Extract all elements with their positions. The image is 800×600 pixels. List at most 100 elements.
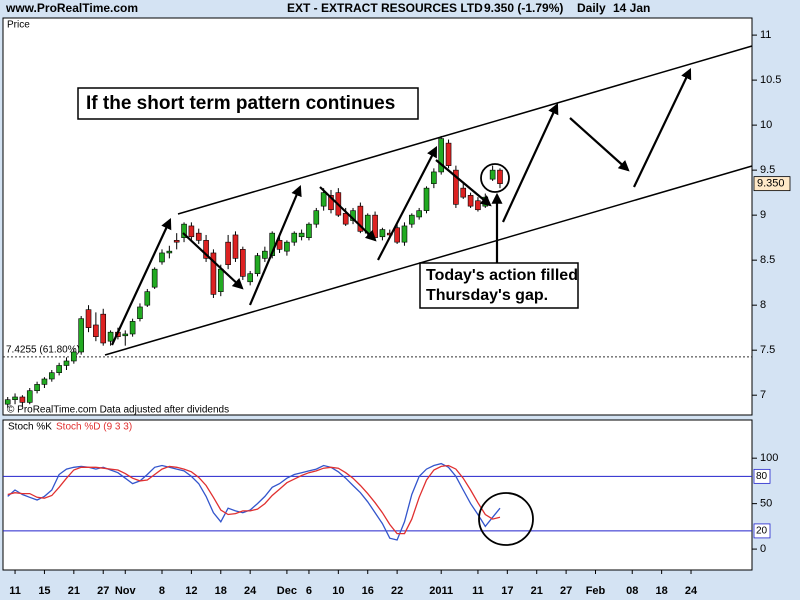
candle-body	[225, 241, 231, 265]
candle-body	[188, 225, 195, 238]
level-label: 80	[756, 471, 768, 482]
x-tick-label: Nov	[115, 585, 137, 597]
x-tick-label: Dec	[277, 585, 297, 597]
candle-body	[416, 210, 422, 218]
candle-body	[276, 240, 283, 250]
last-price-label: 9.350	[757, 178, 785, 190]
candle-body	[247, 273, 253, 283]
x-tick-label: 24	[244, 585, 257, 597]
candle-body	[401, 225, 408, 243]
candle-body	[203, 240, 209, 259]
candle-body	[284, 241, 290, 252]
candle-body	[497, 169, 503, 184]
x-tick-label: 16	[362, 585, 374, 597]
arrow	[633, 68, 692, 188]
x-tick-label: 15	[38, 585, 50, 597]
candle-body	[460, 187, 467, 198]
candle-body	[357, 205, 364, 232]
x-tick-label: 12	[185, 585, 197, 597]
candle-body	[181, 223, 187, 238]
candle-body	[63, 360, 70, 366]
candle-body	[342, 213, 349, 225]
y-tick-label: 9.5	[760, 164, 775, 176]
highlight-circle	[478, 492, 534, 546]
candle-body	[210, 252, 217, 295]
level-box	[753, 468, 771, 484]
candle-body	[254, 255, 261, 274]
source-note: © ProRealTime.com Data adjusted after di…	[7, 405, 229, 416]
arrow	[435, 159, 492, 207]
level-label: 20	[756, 526, 768, 537]
x-tick-label: 21	[68, 585, 80, 597]
candle-body	[431, 171, 437, 184]
level-label: 7.4255 (61.80%)	[6, 345, 80, 356]
site: www.ProRealTime.com	[5, 1, 138, 15]
candle-body	[445, 142, 452, 166]
callout: Thursday's gap.	[426, 287, 548, 304]
note-box	[77, 87, 419, 120]
y-tick-label: 10	[760, 119, 772, 131]
candle-body	[4, 399, 11, 405]
arrow	[182, 232, 244, 290]
x-tick-label: 08	[626, 585, 638, 597]
candle-body	[489, 169, 496, 180]
candle-body	[93, 324, 99, 337]
x-tick-label: 17	[501, 585, 513, 597]
candle-body	[159, 252, 165, 263]
candle-body	[328, 195, 334, 211]
y-tick-label: 7.5	[760, 344, 775, 356]
candle-body	[129, 321, 136, 335]
candle-body	[71, 351, 77, 362]
candle-body	[306, 223, 312, 238]
candle-body	[107, 331, 114, 342]
x-tick-label: 11	[9, 585, 21, 597]
candle-body	[379, 229, 386, 238]
y-axis-label: Price	[7, 20, 30, 31]
y-tick-label: 8	[760, 299, 766, 311]
level-box	[753, 523, 771, 539]
plot-area: 7 7.5 8 8.5 9 9.5 10 10.5 11 7.4255 (61.80%) 9.350…	[3, 29, 791, 597]
x-tick-label: 8	[159, 585, 165, 597]
arrow	[248, 184, 302, 306]
candle-body	[48, 372, 55, 380]
y-tick-label: 0	[760, 543, 766, 555]
arrow	[569, 117, 630, 172]
candle-body	[19, 396, 26, 403]
legend-k: Stoch %K	[8, 422, 52, 433]
x-tick-label: 27	[560, 585, 572, 597]
y-tick-label: 9	[760, 209, 766, 221]
candle-body	[372, 214, 378, 238]
candle-body	[166, 250, 173, 254]
candle-body	[56, 365, 62, 373]
candle-body	[232, 234, 239, 259]
y-tick-label: 7	[760, 389, 766, 401]
arrow	[319, 186, 377, 242]
candle-body	[173, 240, 180, 243]
candle-body	[12, 396, 18, 400]
candle-body	[85, 309, 92, 328]
candle-body	[313, 210, 320, 225]
candle-body	[291, 232, 298, 243]
callout-box	[419, 262, 579, 309]
x-tick-label: 21	[531, 585, 543, 597]
candle-body	[409, 214, 415, 225]
last-price-box	[753, 176, 791, 192]
arrow	[111, 218, 172, 346]
candle-body	[438, 138, 445, 173]
arrow	[502, 103, 559, 223]
candle-body	[137, 306, 143, 319]
stoch-panel	[2, 419, 753, 571]
channel-lower	[104, 165, 753, 356]
candle-body	[34, 384, 40, 391]
x-tick-label: 24	[685, 585, 698, 597]
arrow	[377, 146, 438, 261]
callout: Today's action filled	[426, 267, 578, 284]
x-tick-label: 18	[656, 585, 668, 597]
stoch-line	[7, 464, 501, 535]
x-tick-label: 27	[97, 585, 109, 597]
highlight-circle	[480, 163, 510, 193]
instrument: EXT - EXTRACT RESOURCES LTD	[287, 1, 483, 15]
period: Daily	[577, 1, 606, 15]
